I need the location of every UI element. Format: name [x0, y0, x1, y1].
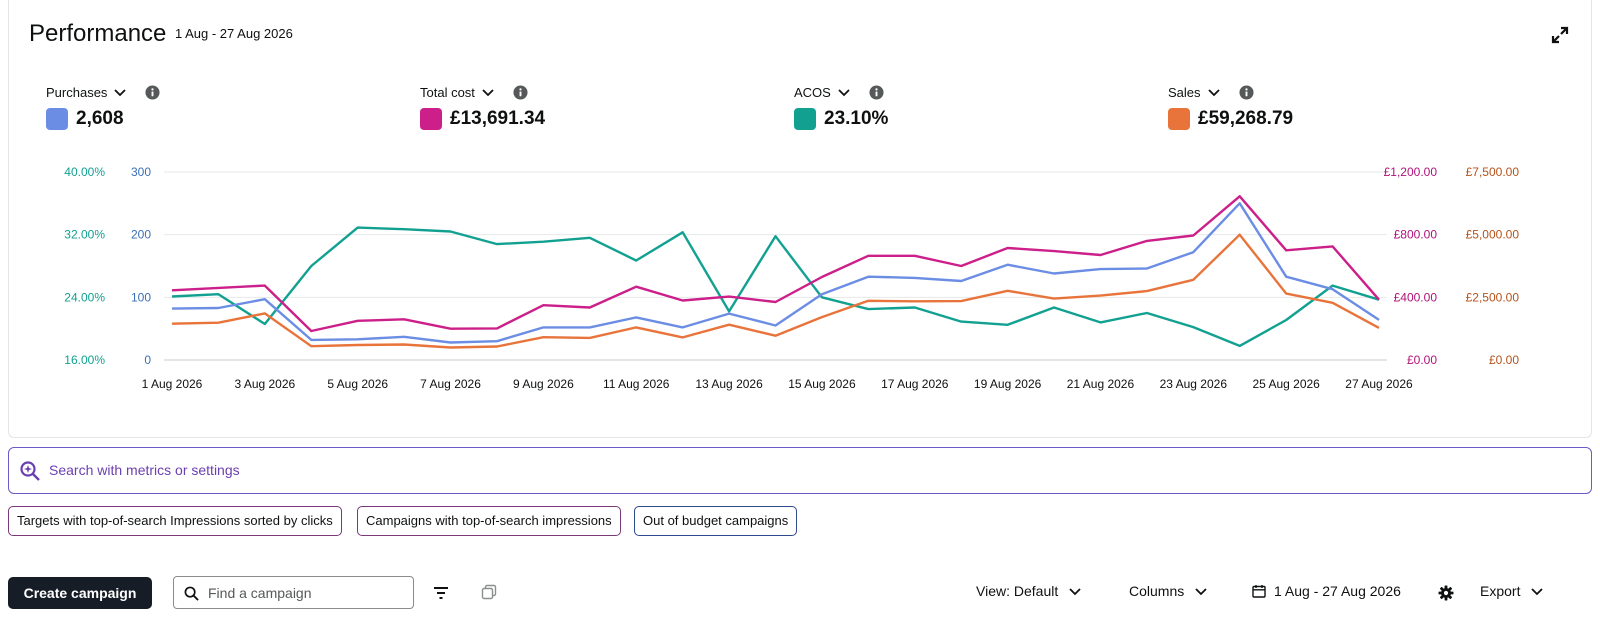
gear-icon[interactable]: [1438, 585, 1454, 601]
performance-chart[interactable]: 16.00% 24.00% 32.00% 40.00% 0 100 200 300 £0.00 £…: [9, 160, 1593, 400]
metric-total-cost: Total cost £13,691.34: [420, 82, 545, 130]
copy-icon[interactable]: [481, 584, 497, 600]
x-tick-label: 9 Aug 2026: [513, 377, 574, 391]
performance-card: Performance 1 Aug - 27 Aug 2026 Purchase…: [8, 0, 1592, 438]
y-tick-label-acos: 24.00%: [64, 290, 105, 304]
expand-icon[interactable]: [1551, 26, 1569, 44]
info-icon[interactable]: [513, 84, 528, 100]
date-range-picker[interactable]: 1 Aug - 27 Aug 2026: [1252, 583, 1401, 599]
y-tick-label-sales: £5,000.00: [1466, 228, 1520, 242]
series-line-total-cost: [171, 195, 1380, 333]
metric-purchases-selector[interactable]: Purchases: [46, 85, 127, 100]
find-campaign-field: [173, 576, 414, 609]
export-label: Export: [1480, 583, 1521, 599]
search-placeholder: Search with metrics or settings: [49, 462, 240, 478]
metric-acos-value: 23.10%: [824, 108, 889, 129]
y-tick-label-sales: £0.00: [1489, 353, 1519, 367]
metric-sales-label: Sales: [1168, 84, 1201, 100]
y-tick-label-sales: £2,500.00: [1466, 290, 1520, 304]
x-tick-label: 1 Aug 2026: [142, 377, 203, 391]
x-tick-label: 13 Aug 2026: [695, 377, 763, 391]
metric-purchases-swatch[interactable]: [46, 108, 68, 130]
metric-acos-swatch[interactable]: [794, 108, 816, 130]
series-line-purchases: [171, 202, 1380, 344]
page-title: Performance: [29, 20, 167, 47]
info-icon[interactable]: [1239, 84, 1254, 100]
filter-icon[interactable]: [433, 585, 449, 601]
chip-campaigns-top-of-search[interactable]: Campaigns with top-of-search impressions: [357, 506, 621, 536]
y-tick-label-sales: £7,500.00: [1466, 165, 1520, 179]
x-tick-label: 3 Aug 2026: [234, 377, 295, 391]
metric-sales: Sales £59,268.79: [1168, 82, 1293, 130]
chip-out-of-budget[interactable]: Out of budget campaigns: [634, 506, 798, 536]
metrics-search-bar[interactable]: Search with metrics or settings: [8, 447, 1592, 494]
y-tick-label-acos: 16.00%: [64, 353, 105, 367]
metric-acos-label: ACOS: [794, 84, 831, 100]
x-tick-label: 19 Aug 2026: [974, 377, 1042, 391]
x-tick-label: 27 Aug 2026: [1345, 377, 1413, 391]
x-tick-label: 21 Aug 2026: [1067, 377, 1135, 391]
search-icon: [184, 586, 199, 601]
y-tick-label-acos: 40.00%: [64, 165, 105, 179]
date-range-label: 1 Aug - 27 Aug 2026: [1274, 583, 1401, 599]
y-tick-label-total_cost: £800.00: [1394, 228, 1438, 242]
chevron-down-icon: [1069, 588, 1081, 596]
metric-acos: ACOS 23.10%: [794, 82, 888, 130]
metric-total-cost-swatch[interactable]: [420, 108, 442, 130]
find-campaign-input[interactable]: [208, 577, 408, 608]
y-tick-label-purchases: 300: [131, 165, 151, 179]
metric-total-cost-label: Total cost: [420, 84, 475, 100]
y-tick-label-total_cost: £1,200.00: [1384, 165, 1438, 179]
metric-purchases-label: Purchases: [46, 84, 108, 100]
chevron-down-icon: [1195, 588, 1207, 596]
x-tick-label: 15 Aug 2026: [788, 377, 856, 391]
x-tick-label: 23 Aug 2026: [1160, 377, 1228, 391]
info-icon[interactable]: [869, 84, 884, 100]
x-tick-label: 25 Aug 2026: [1252, 377, 1320, 391]
chip-targets-top-of-search[interactable]: Targets with top-of-search Impressions s…: [8, 506, 342, 536]
metric-acos-selector[interactable]: ACOS: [794, 85, 851, 100]
view-label: View: Default: [976, 583, 1059, 599]
view-selector[interactable]: View: Default: [976, 583, 1082, 599]
metric-sales-value: £59,268.79: [1198, 108, 1294, 129]
export-button[interactable]: Export: [1480, 583, 1544, 599]
metric-sales-selector[interactable]: Sales: [1168, 85, 1221, 100]
y-tick-label-purchases: 100: [131, 290, 151, 304]
search-icon: [20, 461, 40, 481]
metric-total-cost-value: £13,691.34: [450, 108, 546, 129]
chevron-down-icon: [1207, 89, 1220, 97]
calendar-icon: [1252, 585, 1266, 598]
chevron-down-icon: [114, 89, 127, 97]
x-tick-label: 5 Aug 2026: [327, 377, 388, 391]
chevron-down-icon: [482, 89, 494, 97]
x-tick-label: 11 Aug 2026: [603, 377, 670, 391]
columns-label: Columns: [1129, 583, 1185, 599]
y-tick-label-acos: 32.00%: [64, 228, 105, 242]
y-tick-label-total_cost: £400.00: [1394, 290, 1438, 304]
y-tick-label-purchases: 200: [131, 228, 151, 242]
columns-selector[interactable]: Columns: [1129, 583, 1208, 599]
info-icon[interactable]: [145, 84, 160, 100]
metric-purchases: Purchases 2,608: [46, 82, 160, 130]
y-tick-label-purchases: 0: [144, 353, 151, 367]
chevron-down-icon: [1531, 588, 1544, 596]
metric-sales-swatch[interactable]: [1168, 108, 1190, 130]
metric-total-cost-selector[interactable]: Total cost: [420, 85, 495, 100]
x-tick-label: 7 Aug 2026: [420, 377, 481, 391]
x-tick-label: 17 Aug 2026: [881, 377, 949, 391]
series-line-acos: [171, 226, 1380, 348]
series-line-sales: [171, 233, 1380, 349]
chevron-down-icon: [838, 89, 850, 97]
performance-date-range: 1 Aug - 27 Aug 2026: [175, 26, 293, 41]
create-campaign-button[interactable]: Create campaign: [8, 577, 152, 609]
metric-purchases-value: 2,608: [76, 108, 124, 129]
y-tick-label-total_cost: £0.00: [1407, 353, 1437, 367]
